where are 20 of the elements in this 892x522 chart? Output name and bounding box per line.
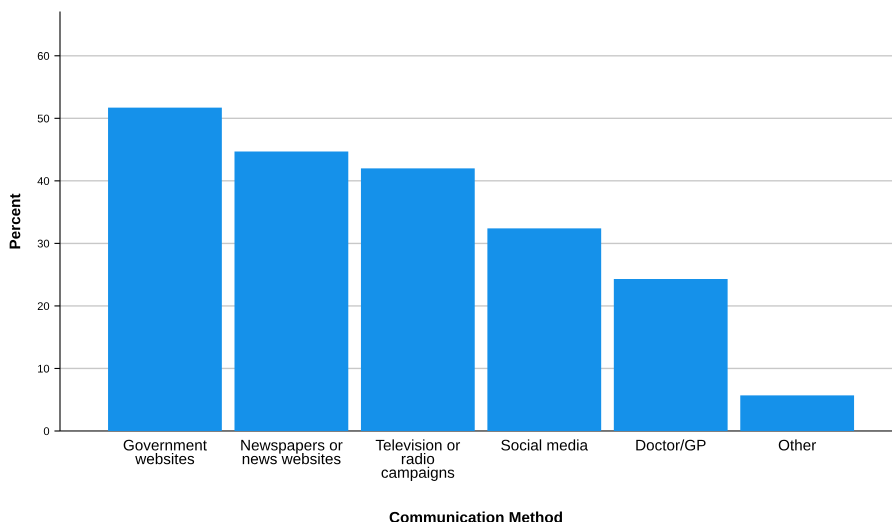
bar — [234, 151, 348, 431]
x-tick-label: Doctor/GP — [636, 439, 706, 451]
y-tick-label: 40 — [37, 177, 50, 185]
y-tick-label: 10 — [38, 364, 50, 373]
x-tick-label: Social media — [501, 439, 588, 451]
x-tick-label: Government websites — [124, 440, 207, 464]
x-tick-label: Newspapers or news websites — [241, 440, 343, 464]
y-tick-label: 30 — [38, 240, 50, 248]
bar — [108, 108, 222, 431]
y-tick-label: 50 — [38, 114, 50, 122]
y-tick-label: 20 — [38, 302, 50, 310]
x-tick-label: Other — [778, 439, 816, 451]
bar — [740, 395, 854, 431]
y-tick-label: 0 — [44, 427, 50, 436]
x-tick-label: Television or radio campaigns — [376, 439, 460, 481]
y-tick-label: 60 — [38, 52, 50, 60]
y-axis-title: Percent — [10, 194, 20, 248]
bar — [487, 228, 602, 431]
bar — [360, 168, 475, 431]
bar — [614, 279, 728, 431]
